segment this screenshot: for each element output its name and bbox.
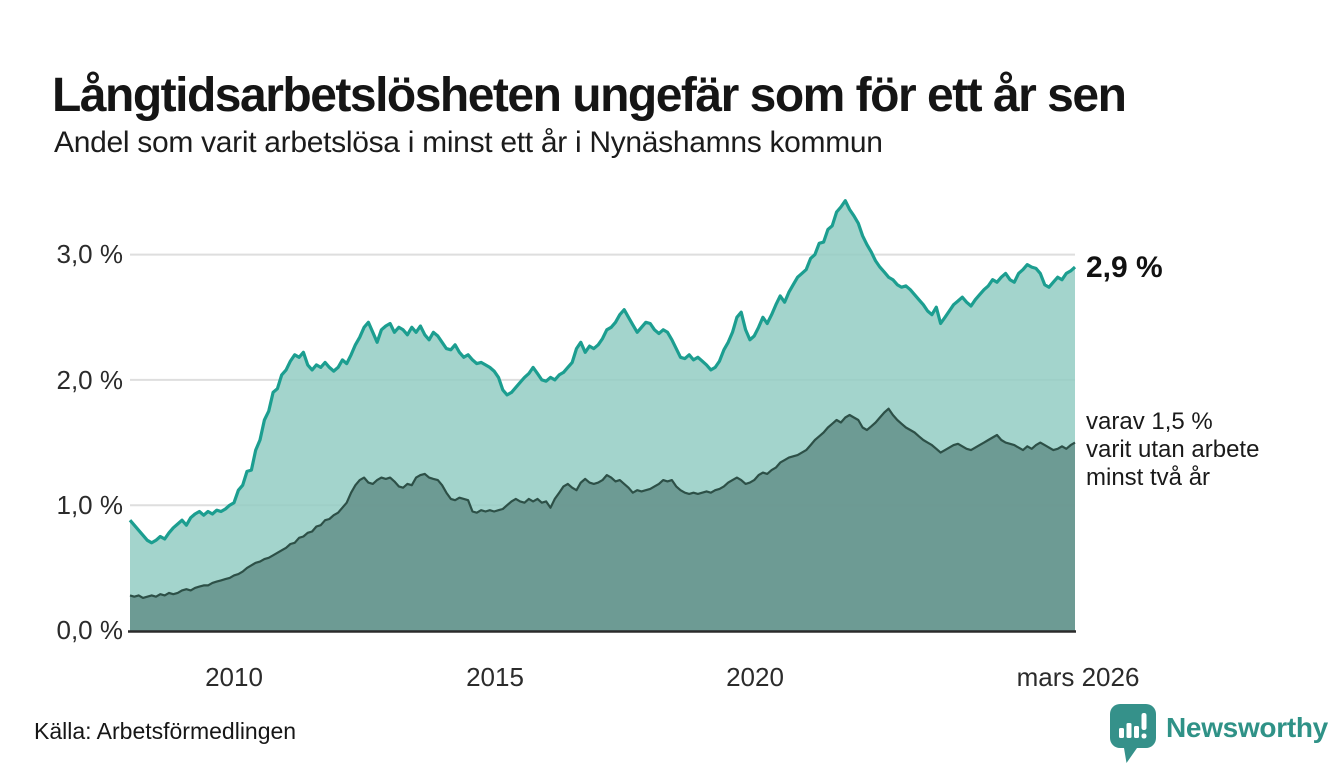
page-subtitle: Andel som varit arbetslösa i minst ett å…: [54, 126, 883, 159]
x-tick-label-2010: 2010: [205, 662, 263, 692]
y-tick-label-3pct: 3,0 %: [56, 239, 124, 269]
x-tick-label-mars-2026: mars 2026: [1016, 662, 1140, 692]
source-note: Källa: Arbetsförmedlingen: [34, 718, 297, 744]
series-end-label-two-years-line3: minst två år: [1086, 464, 1211, 491]
bar-chart-speech-bubble-icon: [1110, 704, 1156, 763]
series-end-label-two-years: varav 1,5 % varit utan arbete minst två …: [1086, 408, 1259, 492]
y-tick-label-2pct: 2,0 %: [56, 365, 124, 395]
series-end-label-two-years-line1: varav 1,5 %: [1086, 408, 1213, 435]
x-tick-label-2015: 2015: [466, 662, 524, 692]
page-title: Långtidsarbetslösheten ungefär som för e…: [52, 69, 1127, 123]
line-two-years: [129, 407, 1076, 599]
series-end-label-total: 2,9 %: [1086, 251, 1163, 284]
series-end-label-two-years-line2: varit utan arbete: [1086, 436, 1260, 463]
x-tick-label-2020: 2020: [726, 662, 784, 692]
newsworthy-logo: Newsworthy: [1110, 704, 1328, 766]
area-two-years: [130, 408, 1075, 631]
brand-name: Newsworthy: [1166, 712, 1328, 743]
y-tick-label-0pct: 0,0 %: [56, 615, 124, 645]
y-tick-label-1pct: 1,0 %: [56, 490, 124, 520]
line-total: [128, 199, 1077, 545]
